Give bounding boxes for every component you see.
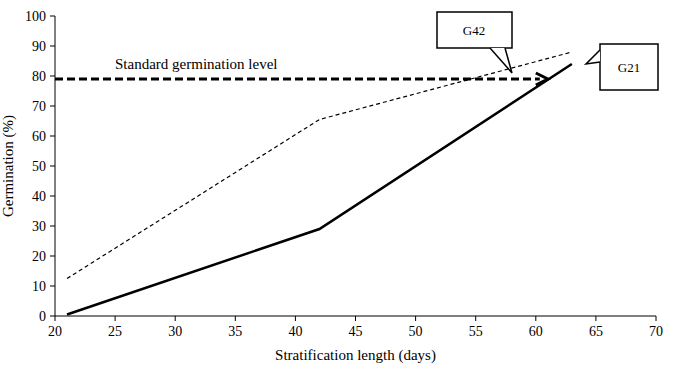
y-tick-label: 40: [32, 189, 46, 204]
y-tick-label: 20: [32, 249, 46, 264]
x-tick-label: 50: [409, 324, 423, 339]
y-tick: [50, 106, 55, 107]
x-tick: [175, 316, 176, 321]
y-tick-label: 100: [25, 9, 46, 24]
y-tick: [50, 256, 55, 257]
y-tick: [50, 16, 55, 17]
x-tick-label: 40: [288, 324, 302, 339]
series-label: G42: [463, 23, 485, 38]
y-tick-label: 10: [32, 279, 46, 294]
y-tick: [50, 136, 55, 137]
x-axis-label: Stratification length (days): [275, 347, 436, 364]
annotation-arrow: [55, 78, 540, 81]
x-tick: [475, 316, 476, 321]
chart: 20 25 30 35 40 45 50 55 60 65 70 0 10 20 30 40 50 60 70 80 9…: [0, 0, 691, 370]
annotation-text: Standard germination level: [115, 56, 277, 72]
x-tick-label: 65: [589, 324, 603, 339]
y-tick-label: 0: [39, 309, 46, 324]
y-tick: [50, 316, 55, 317]
y-tick: [50, 286, 55, 287]
y-tick-label: 50: [32, 159, 46, 174]
callout-box: [600, 44, 658, 90]
y-tick-label: 90: [32, 39, 46, 54]
y-tick-label: 60: [32, 129, 46, 144]
y-tick: [50, 226, 55, 227]
y-tick: [50, 166, 55, 167]
x-tick: [355, 316, 356, 321]
y-tick: [50, 46, 55, 47]
x-tick: [115, 316, 116, 321]
x-tick: [595, 316, 596, 321]
background: [0, 0, 691, 370]
x-tick: [415, 316, 416, 321]
callout-tail: [490, 48, 512, 73]
x-tick-label: 25: [108, 324, 122, 339]
series-label: G21: [618, 60, 640, 75]
callout-tail: [586, 50, 600, 64]
y-axis-label: Germination (%): [0, 115, 17, 217]
x-tick-label: 70: [649, 324, 663, 339]
series-line: [67, 52, 572, 279]
x-tick-label: 20: [48, 324, 62, 339]
y-tick-label: 30: [32, 219, 46, 234]
x-tick: [55, 316, 56, 321]
y-tick-label: 70: [32, 99, 46, 114]
x-tick-label: 60: [529, 324, 543, 339]
x-tick: [656, 316, 657, 321]
x-tick: [535, 316, 536, 321]
x-tick: [295, 316, 296, 321]
arrow-head: [536, 73, 548, 85]
x-tick-label: 35: [228, 324, 242, 339]
y-tick: [50, 196, 55, 197]
series-line: [67, 64, 572, 315]
x-tick: [235, 316, 236, 321]
x-tick-label: 55: [469, 324, 483, 339]
callout-box: [437, 12, 512, 48]
x-tick-label: 30: [168, 324, 182, 339]
y-tick-label: 80: [32, 69, 46, 84]
x-tick-label: 45: [349, 324, 363, 339]
y-tick: [50, 76, 55, 77]
